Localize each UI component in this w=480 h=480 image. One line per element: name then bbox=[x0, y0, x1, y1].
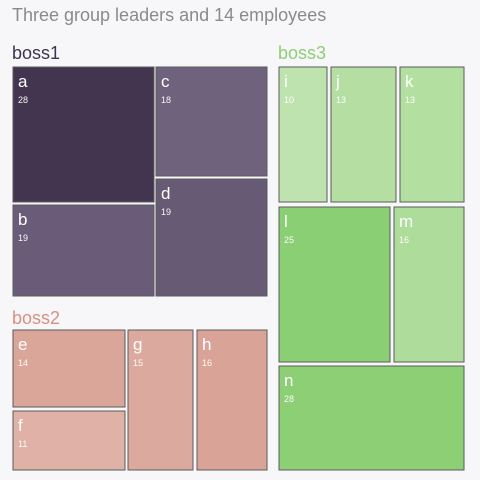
group-boss2: boss2 e 14 f 11 g 15 h 16 bbox=[12, 308, 268, 471]
leaf-label-e: e bbox=[18, 335, 27, 354]
leaf-h bbox=[196, 329, 268, 471]
leaf-label-h: h bbox=[202, 335, 211, 354]
leaf-n bbox=[278, 365, 465, 471]
leaf-value-e: 14 bbox=[18, 358, 28, 368]
leaf-label-k: k bbox=[405, 72, 414, 91]
leaf-value-c: 18 bbox=[161, 95, 171, 105]
leaf-value-d: 19 bbox=[161, 207, 171, 217]
leaf-label-f: f bbox=[18, 416, 23, 435]
group-boss3: boss3 i 10 j 13 k 13 l 25 m 16 n 28 bbox=[278, 43, 465, 471]
leaf-value-h: 16 bbox=[202, 358, 212, 368]
leaf-label-g: g bbox=[133, 335, 142, 354]
leaf-label-n: n bbox=[284, 371, 293, 390]
leaf-label-a: a bbox=[18, 72, 28, 91]
leaf-value-i: 10 bbox=[284, 95, 294, 105]
leaf-f bbox=[12, 410, 126, 471]
leaf-value-b: 19 bbox=[18, 233, 28, 243]
leaf-value-k: 13 bbox=[405, 95, 415, 105]
group-label-boss2: boss2 bbox=[12, 308, 60, 328]
leaf-k bbox=[399, 66, 465, 203]
leaf-value-n: 28 bbox=[284, 394, 294, 404]
chart-title: Three group leaders and 14 employees bbox=[12, 5, 326, 25]
leaf-b bbox=[12, 204, 155, 297]
group-label-boss1: boss1 bbox=[12, 43, 60, 63]
leaf-d bbox=[155, 178, 268, 297]
leaf-value-g: 15 bbox=[133, 358, 143, 368]
leaf-a bbox=[12, 66, 155, 203]
leaf-label-j: j bbox=[335, 72, 340, 91]
leaf-value-m: 16 bbox=[399, 235, 409, 245]
leaf-label-l: l bbox=[284, 212, 288, 231]
leaf-label-d: d bbox=[161, 184, 170, 203]
leaf-value-j: 13 bbox=[336, 95, 346, 105]
leaf-label-i: i bbox=[284, 72, 288, 91]
leaf-label-c: c bbox=[161, 72, 170, 91]
leaf-j bbox=[330, 66, 397, 203]
leaf-value-f: 11 bbox=[18, 439, 27, 449]
group-boss1: boss1 a 28 c 18 d 19 b 19 bbox=[12, 43, 268, 297]
leaf-label-b: b bbox=[18, 210, 27, 229]
leaf-l bbox=[278, 206, 391, 363]
leaf-i bbox=[278, 66, 328, 203]
group-label-boss3: boss3 bbox=[278, 43, 326, 63]
leaf-value-l: 25 bbox=[284, 235, 294, 245]
leaf-g bbox=[127, 329, 194, 471]
leaf-m bbox=[393, 206, 465, 363]
leaf-c bbox=[155, 66, 268, 177]
leaf-label-m: m bbox=[399, 212, 413, 231]
leaf-e bbox=[12, 329, 126, 408]
leaf-value-a: 28 bbox=[18, 95, 28, 105]
